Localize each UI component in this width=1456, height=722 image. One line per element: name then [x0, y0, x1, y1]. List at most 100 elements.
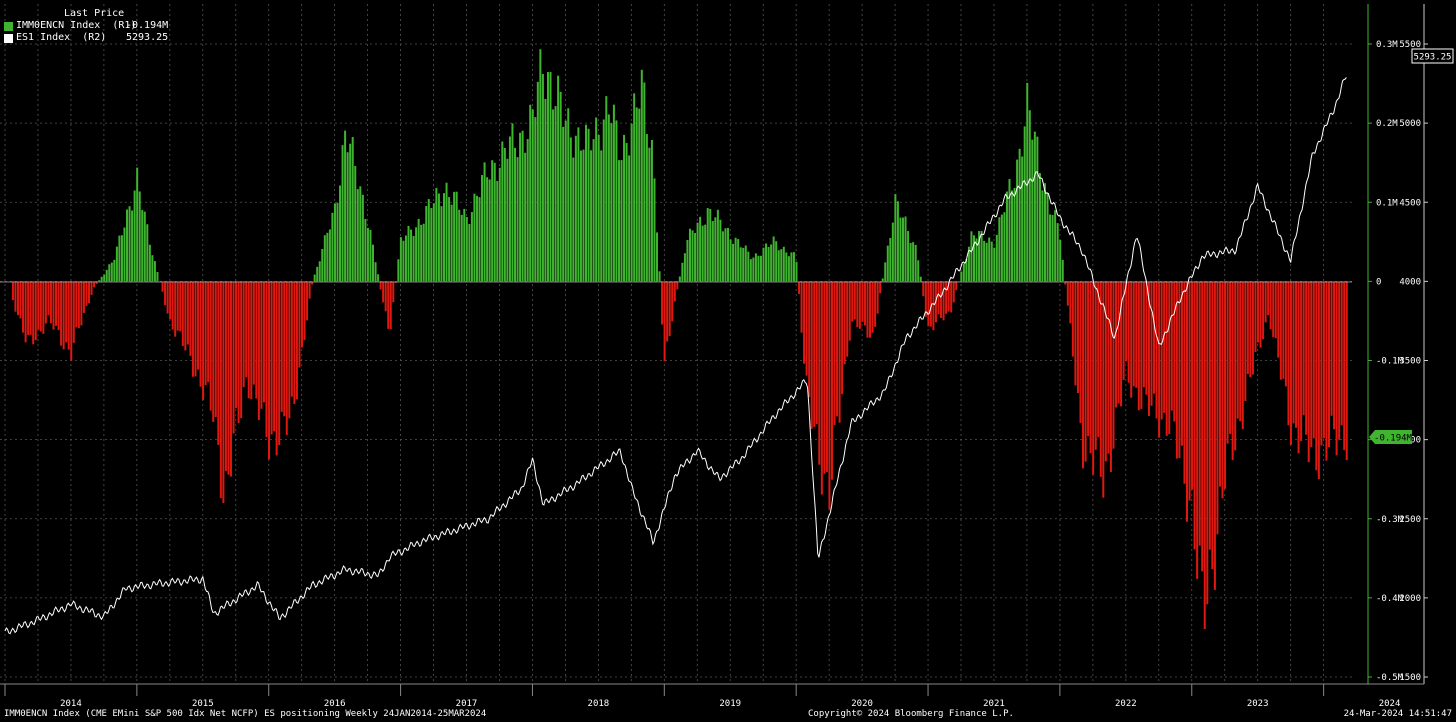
bar-positive: [775, 241, 778, 282]
bar-positive: [503, 147, 506, 282]
bar-positive: [445, 182, 448, 282]
bar-positive: [1003, 212, 1006, 282]
bar-negative: [1203, 281, 1206, 629]
bar-positive: [706, 208, 709, 282]
bar-negative: [1325, 281, 1328, 461]
bar-negative: [22, 281, 25, 333]
bar-positive: [795, 261, 798, 282]
x-tick-label: 2014: [60, 699, 82, 709]
footer-description: IMM0ENCN Index (CME EMini S&P 500 Idx Ne…: [4, 709, 487, 719]
bar-negative: [1274, 281, 1277, 339]
bar-negative: [262, 281, 265, 403]
bar-negative: [1246, 281, 1249, 375]
bar-positive: [975, 238, 978, 282]
bar-negative: [265, 281, 268, 438]
bar-positive: [141, 209, 144, 282]
bar-negative: [810, 281, 813, 429]
bar-positive: [648, 147, 651, 282]
bar-negative: [841, 281, 844, 395]
r2-tick-label: 5000: [1399, 119, 1421, 129]
bar-positive: [100, 276, 103, 282]
bar-positive: [546, 72, 549, 282]
bar-negative: [1221, 281, 1224, 499]
bar-negative: [1277, 281, 1280, 358]
bar-negative: [1082, 281, 1085, 469]
bar-positive: [131, 210, 134, 282]
bar-negative: [1191, 281, 1194, 490]
bar-negative: [181, 281, 184, 346]
bar-positive: [564, 120, 567, 282]
bar-negative: [252, 281, 255, 385]
bar-positive: [1061, 259, 1064, 282]
bar-negative: [1089, 281, 1092, 454]
bar-positive: [326, 232, 329, 282]
bar-negative: [57, 281, 60, 331]
r1-last-label: -0.194M: [1374, 434, 1413, 444]
bar-negative: [820, 281, 823, 495]
bar-positive: [455, 191, 458, 282]
bar-negative: [77, 281, 80, 329]
bar-positive: [899, 217, 902, 282]
bar-positive: [364, 219, 367, 282]
bar-positive: [1031, 139, 1034, 282]
bar-negative: [290, 281, 293, 397]
bar-negative: [1218, 281, 1221, 487]
bar-positive: [521, 130, 524, 282]
bar-negative: [87, 281, 90, 304]
bar-positive: [529, 104, 532, 282]
bar-positive: [534, 117, 537, 282]
bar-negative: [283, 281, 286, 417]
bar-positive: [410, 229, 413, 282]
bar-positive: [694, 233, 697, 282]
legend-item-imm0encn: IMM0ENCN Index (R1) -0.194M: [4, 20, 168, 32]
bar-negative: [1160, 281, 1163, 420]
bar-positive: [757, 255, 760, 282]
bar-negative: [278, 281, 281, 445]
bar-negative: [229, 281, 232, 477]
bar-negative: [1074, 281, 1077, 386]
bar-positive: [412, 235, 415, 282]
bar-negative: [293, 281, 296, 404]
bar-negative: [1320, 281, 1323, 446]
legend-value: 5293.25: [126, 32, 169, 43]
bar-positive: [341, 145, 344, 282]
bar-positive: [638, 108, 641, 282]
bar-positive: [120, 235, 123, 282]
bar-negative: [275, 281, 278, 456]
bar-negative: [44, 281, 47, 324]
bar-positive: [1021, 156, 1024, 282]
bar-negative: [207, 281, 210, 383]
bar-negative: [384, 281, 387, 312]
bar-negative: [823, 281, 826, 474]
bar-positive: [995, 234, 998, 282]
bar-negative: [1231, 281, 1234, 461]
bar-positive: [323, 235, 326, 282]
bar-negative: [851, 281, 854, 322]
bar-negative: [184, 281, 187, 351]
bar-negative: [1295, 281, 1298, 428]
bar-positive: [727, 227, 730, 282]
bar-positive: [481, 175, 484, 282]
bar-positive: [582, 149, 585, 282]
bar-positive: [754, 253, 757, 282]
es1-price-line: [4, 77, 1347, 635]
bar-negative: [874, 281, 877, 327]
bar-positive: [714, 217, 717, 282]
bar-positive: [696, 222, 699, 282]
bar-negative: [803, 281, 806, 364]
bar-negative: [1125, 281, 1128, 362]
bar-positive: [531, 109, 534, 282]
bar-negative: [1084, 281, 1087, 462]
bar-negative: [800, 281, 803, 333]
r1-tick-label: -0.1M: [1376, 357, 1404, 367]
bar-negative: [65, 281, 68, 343]
bar-positive: [620, 160, 623, 282]
bar-positive: [907, 231, 910, 282]
bar-negative: [879, 281, 882, 294]
bar-positive: [919, 276, 922, 282]
bar-positive: [526, 139, 529, 282]
bar-negative: [62, 281, 65, 350]
bar-negative: [1239, 281, 1242, 422]
bar-negative: [927, 281, 930, 327]
bar-negative: [311, 281, 314, 285]
